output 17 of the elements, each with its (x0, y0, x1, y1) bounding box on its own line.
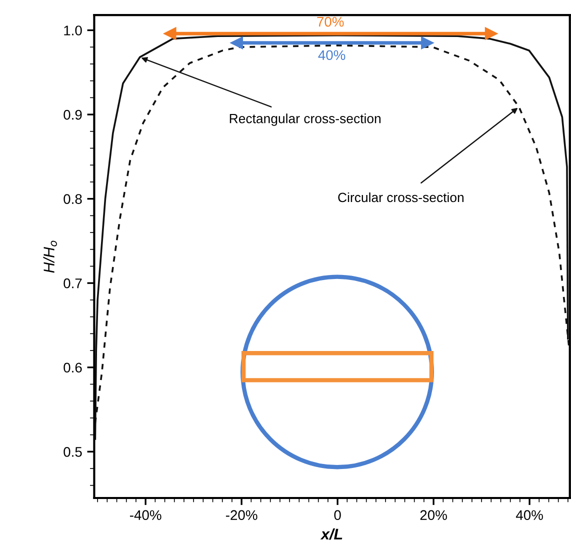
x-tick-label: 40% (516, 510, 543, 520)
y-tick-label: 0.9 (64, 110, 82, 120)
y-tick-label: 0.8 (64, 194, 82, 204)
annotation: Circular cross-section (338, 192, 464, 202)
x-tick-label: -20% (226, 510, 258, 520)
x-tick-label: -40% (130, 510, 162, 520)
annotation: 40% (318, 50, 346, 60)
y-axis-title: H/H$_{o}$ (43, 240, 57, 273)
y-tick-label: 0.5 (64, 446, 82, 457)
y-tick-label: 0.7 (64, 278, 82, 288)
annotation: 70% (317, 16, 344, 27)
y-tick-label: 1.0 (64, 26, 82, 36)
x-axis-title: x/L (320, 528, 342, 540)
y-tick-label: 0.6 (64, 362, 82, 373)
x-tick-label: 0 (334, 510, 341, 520)
x-tick-label: 20% (420, 510, 447, 520)
annotation: Rectangular cross-section (230, 114, 381, 126)
